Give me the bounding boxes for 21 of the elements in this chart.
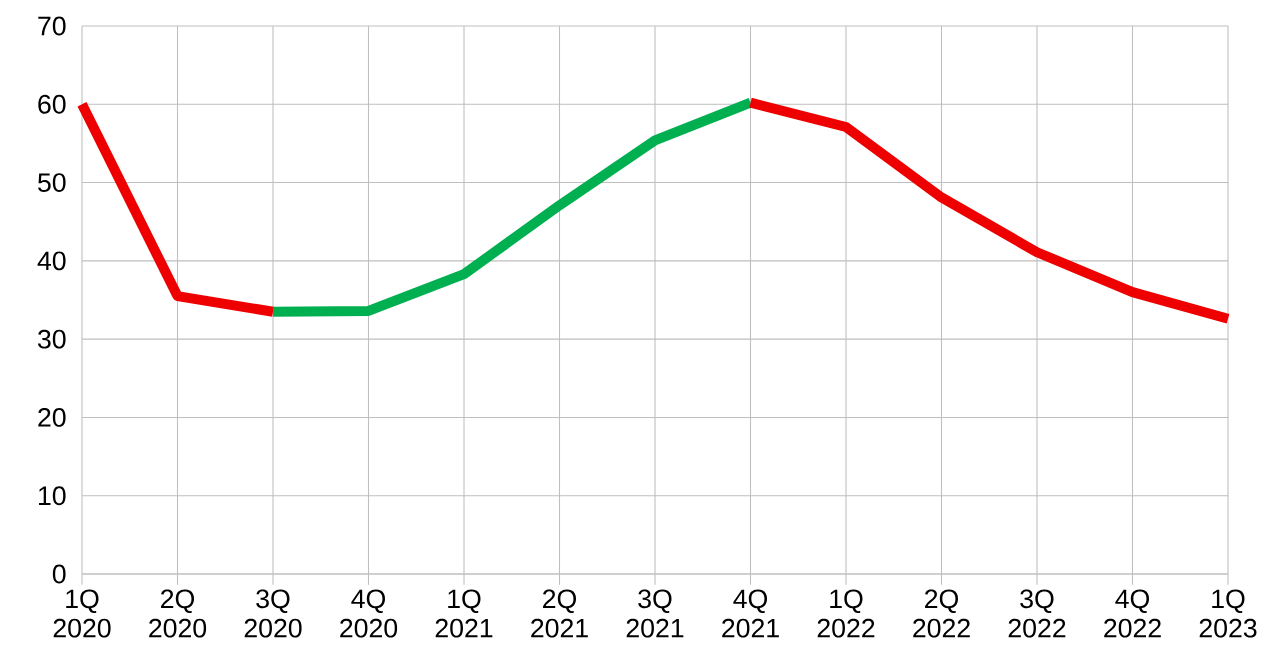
x-tick-label: 2Q 2021 (531, 589, 588, 638)
x-tick-label: 3Q 2021 (626, 589, 684, 638)
x-tick-label: 1Q 2023 (1199, 589, 1257, 638)
x-tick-label: 2Q 2020 (149, 589, 207, 638)
x-tick-label: 4Q 2022 (1104, 589, 1161, 638)
x-tick-label: 1Q 2020 (53, 589, 111, 638)
y-tick-label: 20 (38, 408, 66, 427)
x-tick-label: 4Q 2020 (340, 589, 398, 638)
y-tick-label: 60 (38, 94, 66, 114)
x-tick-label: 2Q 2022 (913, 589, 970, 638)
x-tick-label: 4Q 2021 (722, 589, 779, 638)
x-tick-label: 1Q 2022 (817, 589, 875, 638)
y-tick-label: 30 (37, 329, 66, 349)
x-tick-label: 1Q 2021 (435, 589, 493, 638)
x-tick-label: 3Q 2020 (244, 589, 302, 638)
y-tick-label: 40 (37, 251, 66, 271)
x-tick-label: 3Q 2022 (1008, 589, 1066, 638)
y-tick-label: 70 (38, 16, 66, 36)
y-tick-label: 10 (38, 486, 66, 506)
y-tick-label: 0 (52, 564, 66, 584)
y-tick-label: 50 (38, 173, 66, 192)
